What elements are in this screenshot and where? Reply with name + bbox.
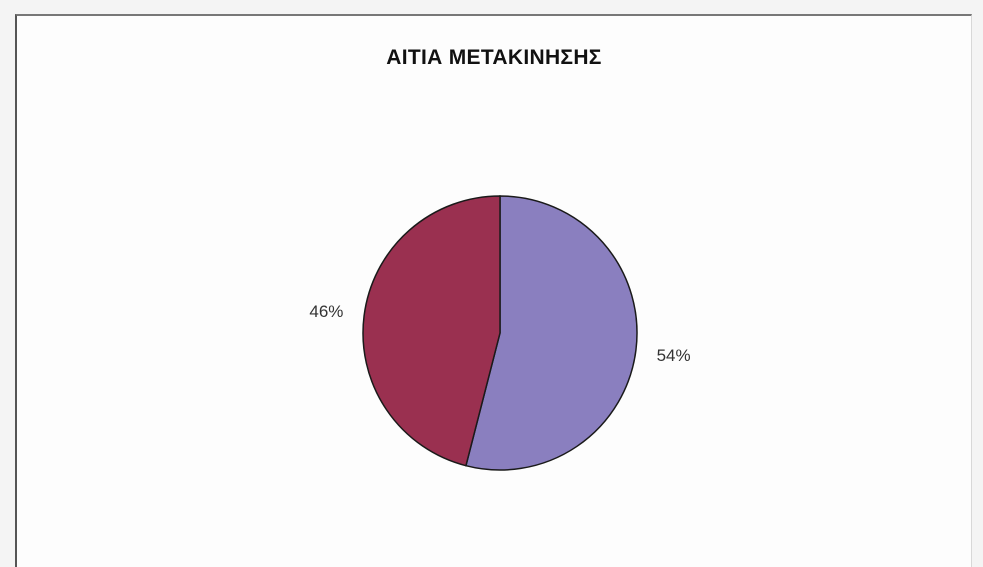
chart-area: ΑΙΤΙΑ ΜΕΤΑΚΙΝΗΣΗΣ 54% 46% bbox=[15, 14, 972, 567]
chart-title: ΑΙΤΙΑ ΜΕΤΑΚΙΝΗΣΗΣ bbox=[386, 46, 602, 69]
pie-slice-0 bbox=[465, 195, 638, 471]
slice-label-0: 54% bbox=[657, 346, 691, 365]
slice-label-1: 46% bbox=[309, 302, 343, 321]
pie-slice-1 bbox=[362, 195, 501, 467]
pie-chart: 54% 46% bbox=[309, 195, 691, 471]
